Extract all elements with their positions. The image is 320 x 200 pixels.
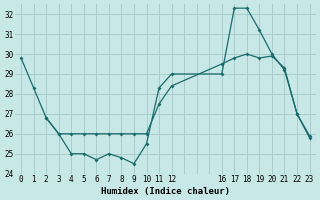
X-axis label: Humidex (Indice chaleur): Humidex (Indice chaleur) bbox=[101, 187, 230, 196]
